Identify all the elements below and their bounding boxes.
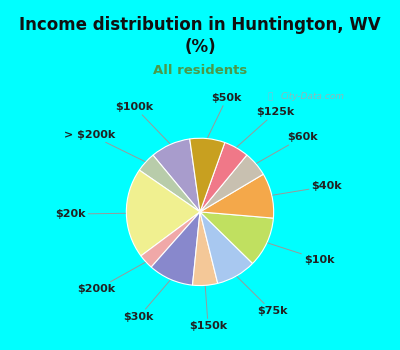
Text: $200k: $200k bbox=[78, 262, 145, 294]
Text: $50k: $50k bbox=[208, 93, 242, 138]
Text: $75k: $75k bbox=[237, 277, 287, 316]
Text: $30k: $30k bbox=[124, 280, 170, 322]
Text: $40k: $40k bbox=[273, 181, 342, 195]
Text: ⓘ: ⓘ bbox=[268, 92, 273, 101]
Text: $60k: $60k bbox=[257, 132, 318, 163]
Wedge shape bbox=[153, 139, 200, 212]
Text: $10k: $10k bbox=[268, 243, 335, 265]
Text: $150k: $150k bbox=[189, 286, 227, 331]
Wedge shape bbox=[200, 212, 273, 264]
Text: $125k: $125k bbox=[237, 107, 295, 147]
Wedge shape bbox=[139, 155, 200, 212]
Text: $100k: $100k bbox=[116, 102, 170, 144]
Wedge shape bbox=[192, 212, 218, 286]
Wedge shape bbox=[200, 174, 274, 218]
Wedge shape bbox=[200, 212, 253, 284]
Text: All residents: All residents bbox=[153, 64, 247, 77]
Wedge shape bbox=[126, 170, 200, 256]
Wedge shape bbox=[151, 212, 200, 285]
Wedge shape bbox=[190, 138, 225, 212]
Wedge shape bbox=[200, 155, 263, 212]
Wedge shape bbox=[141, 212, 200, 267]
Text: $20k: $20k bbox=[55, 209, 125, 219]
Text: Income distribution in Huntington, WV
(%): Income distribution in Huntington, WV (%… bbox=[19, 16, 381, 56]
Text: > $200k: > $200k bbox=[64, 130, 145, 161]
Text: City-Data.com: City-Data.com bbox=[280, 92, 344, 101]
Wedge shape bbox=[200, 142, 247, 212]
